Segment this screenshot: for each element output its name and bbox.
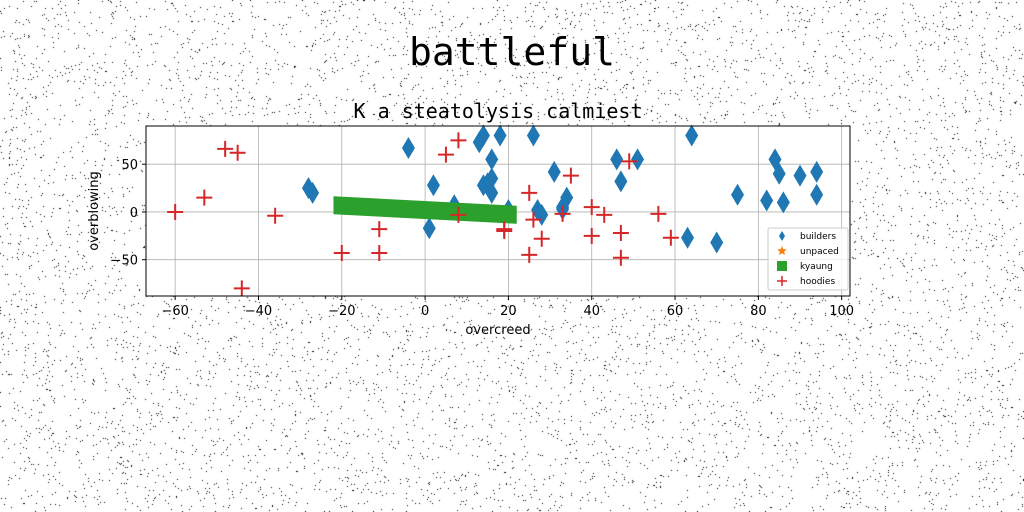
y-tick-label: 50: [121, 158, 138, 173]
y-tick-label: −50: [111, 254, 138, 269]
legend: builders unpaced kyaung hoodies: [768, 228, 848, 290]
legend-marker-kyaung: [777, 261, 787, 271]
x-tick-label: −40: [245, 304, 272, 319]
chart-title: K a steatolysis calmiest: [354, 99, 643, 123]
x-tick-label: 40: [583, 304, 600, 319]
y-axis-label: overblowing: [87, 171, 102, 251]
legend-label-hoodies: hoodies: [800, 277, 835, 287]
x-tick-label: 20: [500, 304, 517, 319]
x-axis-label: overcreed: [465, 323, 530, 338]
x-tick-label: −60: [161, 304, 188, 319]
legend-label-kyaung: kyaung: [800, 262, 833, 272]
legend-label-builders: builders: [800, 232, 836, 242]
legend-label-unpaced: unpaced: [800, 247, 839, 257]
x-tick-label: −20: [328, 304, 355, 319]
x-tick-label: 60: [667, 304, 684, 319]
x-tick-label: 80: [750, 304, 767, 319]
x-tick-label: 100: [829, 304, 854, 319]
x-tick-label: 0: [421, 304, 429, 319]
y-tick-label: 0: [130, 206, 138, 221]
